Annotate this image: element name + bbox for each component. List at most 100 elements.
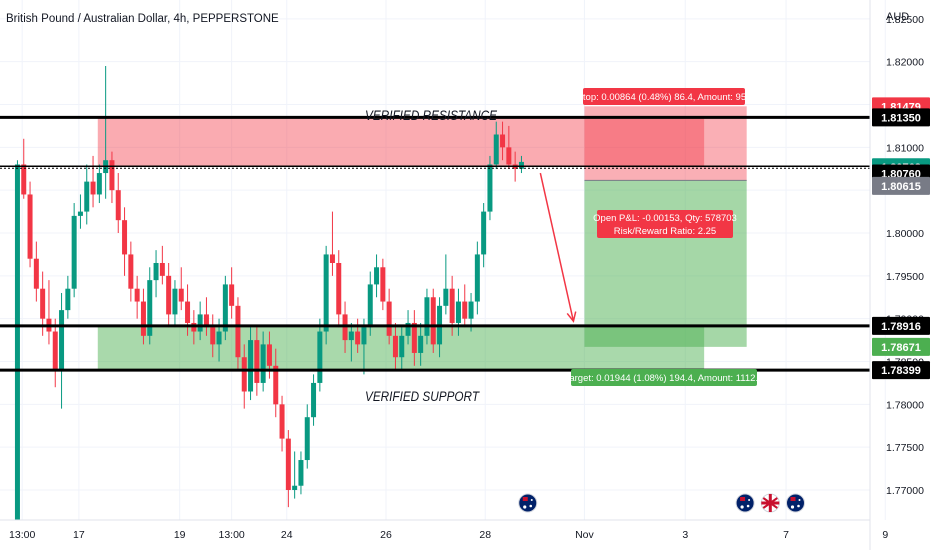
candle-down (166, 275, 172, 315)
price-badge-value: 1.80615 (881, 181, 921, 193)
candle-down (273, 365, 279, 405)
x-tick-label: 7 (783, 529, 789, 541)
y-tick-label: 1.80000 (886, 228, 924, 240)
candle-up (172, 288, 178, 315)
candle-up (323, 254, 329, 332)
take-profit-area[interactable] (584, 180, 747, 347)
candle-down (210, 327, 216, 345)
candle-up (304, 417, 310, 461)
price-badge-value: 1.78671 (881, 342, 921, 354)
candle-up (248, 340, 254, 392)
price-badge (872, 337, 930, 356)
x-tick-label: 26 (380, 529, 392, 541)
candle-down (159, 262, 165, 276)
flag-star (530, 499, 533, 501)
projection-arrow[interactable] (539, 172, 577, 323)
candle-down (122, 220, 128, 255)
candle-up (348, 331, 354, 341)
candle-up (222, 284, 228, 332)
candle-up (474, 254, 480, 302)
price-badge (872, 361, 930, 380)
candle-up (311, 382, 317, 418)
pnl-info-line1: Open P&L: -0.00153, Qty: 578703 (593, 213, 737, 224)
x-tick-label: 28 (479, 529, 491, 541)
candle-down (21, 164, 27, 195)
time-axis[interactable]: 13:00 17 19 13:00 24 26 28 Nov 3 7 9 (0, 519, 888, 541)
candle-down (229, 284, 235, 306)
x-tick-label: 3 (682, 529, 688, 541)
price-badge (872, 316, 930, 335)
au-flag-icon[interactable] (518, 493, 538, 513)
candle-down (241, 357, 247, 392)
candle-down (285, 438, 291, 491)
flag-star (798, 499, 801, 501)
price-badge-value: 1.78399 (881, 365, 921, 377)
resistance-zone[interactable] (97, 117, 705, 167)
candle-down (90, 181, 96, 195)
candle-up (77, 211, 83, 216)
candle-down (392, 335, 398, 358)
grid (0, 0, 886, 520)
sr-zones (97, 117, 705, 371)
candle-down (178, 288, 184, 302)
candle-down (430, 297, 436, 345)
au-flag-icon[interactable] (786, 493, 805, 513)
candle-up (260, 344, 266, 383)
candle-down (266, 344, 272, 366)
au-flag-icon[interactable] (735, 493, 755, 513)
candle-up (405, 322, 411, 336)
y-tick-label: 1.77500 (886, 442, 924, 454)
candle-down (134, 288, 140, 302)
symbol-title: British Pound / Australian Dollar, 4h, P… (6, 13, 279, 25)
pnl-info-box (597, 210, 733, 238)
candle-down (279, 404, 285, 439)
arrow-shaft[interactable] (539, 172, 575, 322)
price-badge-value: 1.81350 (881, 112, 921, 124)
economic-event-flags[interactable] (518, 493, 805, 513)
y-tick-label: 1.82000 (886, 57, 924, 69)
candle-down (52, 331, 58, 371)
candle-down (355, 331, 361, 345)
y-tick-label: 1.82500 (886, 14, 924, 26)
candle-up (14, 164, 20, 520)
candle-down (235, 305, 241, 358)
gb-flag-icon[interactable] (760, 493, 780, 513)
candle-down (128, 254, 134, 289)
candle-down (500, 134, 506, 148)
candle-up (317, 331, 323, 383)
candle-up (59, 310, 65, 371)
flag-union (790, 497, 796, 501)
candle-down (185, 301, 191, 323)
y-tick-label: 1.79500 (886, 271, 924, 283)
target-info-box (571, 369, 757, 386)
flag-star (523, 505, 527, 509)
candle-up (367, 284, 373, 328)
candle-down (203, 314, 209, 328)
candle-up (361, 327, 367, 345)
target-info-text: Target: 0.01944 (1.08%) 194.4, Amount: 1… (565, 373, 764, 384)
x-tick-label: 17 (73, 529, 85, 541)
arrow-head[interactable] (566, 311, 577, 323)
candle-up (399, 335, 405, 358)
candle-up (374, 267, 380, 285)
currency-label: AUD (886, 11, 909, 23)
candle-up (96, 173, 102, 195)
candle-down (386, 301, 392, 336)
candle-down (380, 267, 386, 302)
y-tick-label: 1.78000 (886, 399, 924, 411)
candle-down (254, 340, 260, 383)
candle-down (115, 190, 121, 221)
candle-down (411, 322, 417, 353)
candle-up (493, 134, 499, 165)
flag-star (529, 504, 533, 508)
candle-up (468, 301, 474, 319)
candle-up (455, 301, 461, 323)
candle-up (216, 331, 222, 345)
price-badge (872, 108, 930, 127)
x-tick-label: 9 (882, 529, 888, 541)
flag-cross (768, 494, 772, 512)
candle-down (329, 254, 335, 263)
candle-up (65, 288, 71, 311)
candle-up (481, 211, 487, 255)
